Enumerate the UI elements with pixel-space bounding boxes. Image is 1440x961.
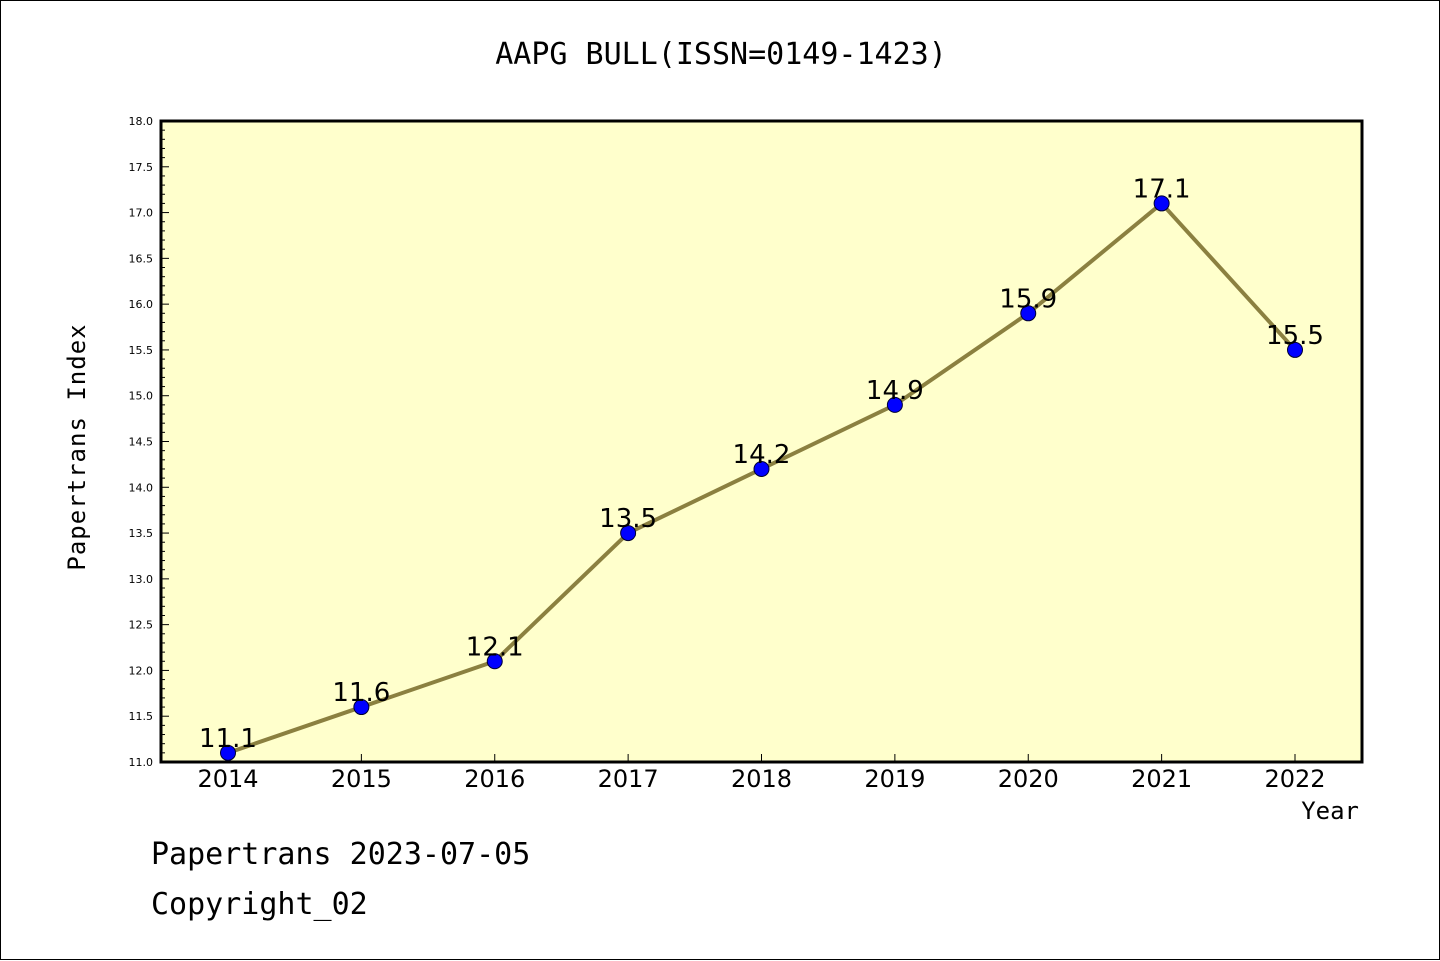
chart-title: AAPG BULL(ISSN=0149-1423) — [495, 37, 947, 72]
data-label: 11.6 — [332, 678, 390, 708]
data-label: 17.1 — [1133, 174, 1191, 204]
data-label: 14.9 — [866, 376, 924, 406]
data-point — [220, 744, 236, 761]
y-tick-label: 16.5 — [129, 252, 154, 265]
y-tick-label: 12.0 — [129, 664, 154, 677]
x-tick-label: 2018 — [731, 765, 792, 793]
data-point — [886, 396, 903, 413]
data-point — [1153, 195, 1170, 212]
x-tick-label: 2017 — [598, 765, 659, 793]
data-label: 12.1 — [466, 632, 524, 662]
y-tick-label: 13.5 — [129, 527, 154, 540]
x-tick-label: 2019 — [864, 765, 925, 793]
y-tick-label: 13.0 — [129, 573, 154, 586]
x-axis: 2014 2015 2016 2017 2018 2019 2020 2021 2022 — [197, 754, 1326, 793]
data-point — [353, 699, 370, 716]
footer-copyright: Copyright_02 — [151, 887, 368, 922]
plot-area — [159, 119, 1364, 764]
y-tick-label: 18.0 — [129, 115, 154, 128]
data-point — [1020, 305, 1037, 322]
y-tick-label: 17.0 — [129, 207, 154, 220]
x-tick-label: 2022 — [1264, 765, 1325, 793]
data-point — [620, 525, 637, 542]
data-label: 11.1 — [199, 724, 257, 754]
x-tick-label: 2021 — [1131, 765, 1192, 793]
data-markers — [220, 195, 1303, 761]
x-tick-label: 2020 — [998, 765, 1059, 793]
y-tick-label: 16.0 — [129, 298, 154, 311]
data-point — [486, 653, 503, 670]
y-tick-label: 17.5 — [129, 161, 154, 174]
y-axis: 11.0 11.5 12.0 12.5 13.0 13.5 14.0 14.5 15.0 15.5… — [129, 115, 169, 769]
x-axis-label: Year — [1301, 797, 1359, 825]
y-tick-label: 14.5 — [129, 436, 154, 449]
x-tick-label: 2014 — [197, 765, 258, 793]
y-tick-label: 11.5 — [129, 710, 154, 723]
data-point — [1287, 341, 1303, 358]
data-labels: 11.1 11.6 12.1 13.5 14.2 14.9 15.9 17.1 15.5 — [199, 174, 1324, 753]
y-axis-label: Papertrans Index — [63, 323, 91, 571]
data-label: 13.5 — [599, 504, 657, 534]
y-tick-label: 11.0 — [129, 756, 154, 769]
y-tick-label: 12.5 — [129, 619, 154, 632]
footer-date: Papertrans 2023-07-05 — [151, 837, 531, 872]
y-tick-label: 15.5 — [129, 344, 154, 357]
y-tick-label: 15.0 — [129, 390, 154, 403]
data-point — [753, 460, 770, 477]
data-label: 15.5 — [1266, 321, 1324, 351]
data-label: 14.2 — [733, 440, 791, 470]
x-tick-label: 2016 — [464, 765, 525, 793]
data-label: 15.9 — [999, 284, 1057, 314]
y-tick-label: 14.0 — [129, 481, 154, 494]
x-tick-label: 2015 — [331, 765, 392, 793]
